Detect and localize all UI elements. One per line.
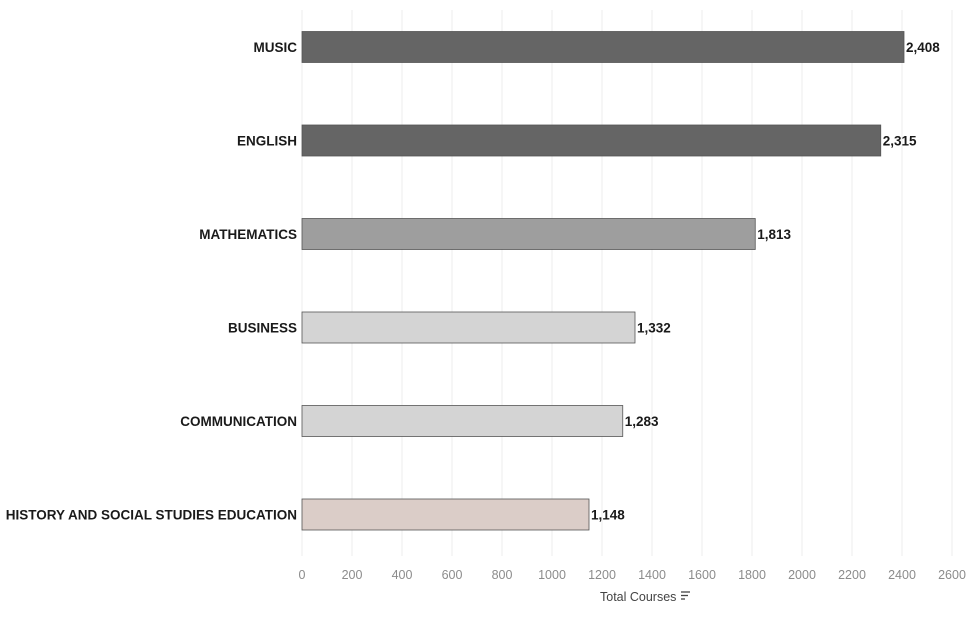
value-labels: 2,408 2,315 1,813 1,332 1,283 1,148	[591, 40, 940, 523]
category-labels: MUSIC ENGLISH MATHEMATICS BUSINESS COMMUNICA…	[6, 40, 298, 523]
bar[interactable]	[301, 124, 882, 157]
bar[interactable]	[301, 31, 905, 63]
x-tick-label: 1800	[738, 568, 766, 582]
value-label: 2,408	[906, 40, 940, 55]
x-tick-label: 0	[299, 568, 306, 582]
bar[interactable]	[301, 498, 590, 531]
x-axis-ticks: 0 200 400 600 800 1000 1200 1400 1600 1800 2000 220…	[299, 568, 966, 582]
x-tick-label: 800	[492, 568, 513, 582]
category-label: MATHEMATICS	[199, 227, 297, 242]
bar[interactable]	[301, 218, 756, 250]
value-label: 1,148	[591, 508, 625, 523]
category-label: COMMUNICATION	[180, 414, 297, 429]
category-label: ENGLISH	[237, 134, 297, 149]
value-label: 2,315	[883, 134, 917, 149]
value-label: 1,332	[637, 321, 671, 336]
x-tick-label: 1400	[638, 568, 666, 582]
bar[interactable]	[301, 311, 636, 344]
x-tick-label: 200	[342, 568, 363, 582]
x-tick-label: 2600	[938, 568, 966, 582]
x-tick-label: 1200	[588, 568, 616, 582]
category-label: MUSIC	[254, 40, 298, 55]
x-tick-label: 2000	[788, 568, 816, 582]
category-label: HISTORY AND SOCIAL STUDIES EDUCATION	[6, 508, 297, 523]
x-tick-label: 1600	[688, 568, 716, 582]
x-tick-label: 400	[392, 568, 413, 582]
category-label: BUSINESS	[228, 321, 297, 336]
value-label: 1,283	[625, 414, 659, 429]
sort-descending-icon[interactable]	[681, 591, 690, 600]
value-label: 1,813	[757, 227, 791, 242]
bar[interactable]	[301, 405, 624, 437]
gridlines	[301, 10, 953, 556]
x-tick-label: 1000	[538, 568, 566, 582]
x-tick-label: 2200	[838, 568, 866, 582]
x-tick-label: 600	[442, 568, 463, 582]
bars	[301, 31, 905, 531]
x-axis-title: Total Courses	[600, 590, 676, 604]
x-tick-label: 2400	[888, 568, 916, 582]
